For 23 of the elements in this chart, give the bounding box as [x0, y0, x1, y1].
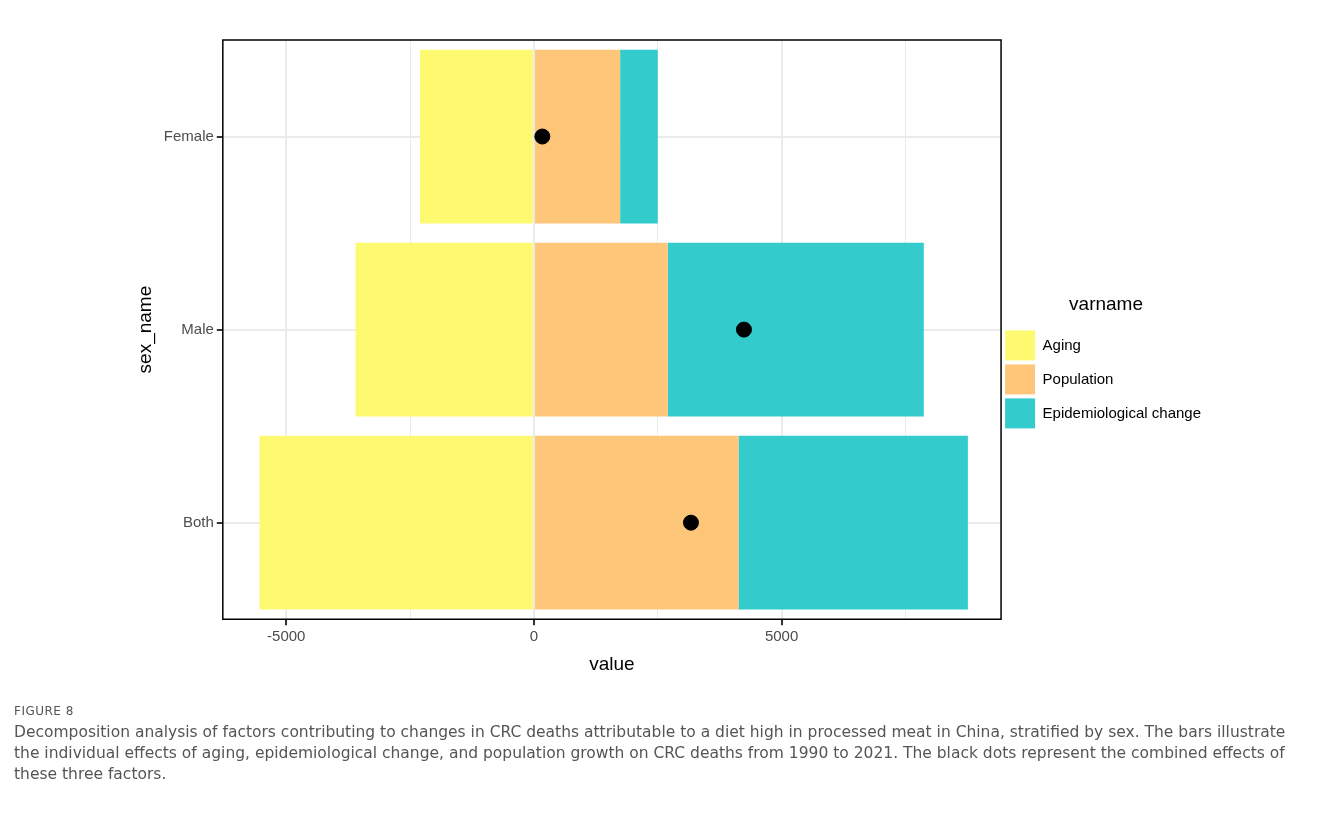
bar — [259, 435, 533, 610]
bar — [738, 435, 968, 610]
bar — [355, 242, 533, 417]
x-tick-label: -5000 — [267, 627, 306, 645]
y-tick-label: Male — [181, 319, 214, 337]
legend-label: Epidemiological change — [1042, 403, 1201, 421]
legend-label: Population — [1042, 369, 1114, 387]
bar — [534, 49, 621, 224]
text: Decomposition analysis of factors contributing to changes in CRC deaths attributable to a diet high in processed meat in China, stratified by sex. The bars illustrate the individual effects of aging, epidemiological change, and population growth on CRC deaths from 1990 to 2021. The black dots represent the combined effects of these three factors. — [14, 722, 1287, 785]
bar — [534, 435, 739, 610]
y-axis-title: sex_name — [133, 285, 156, 374]
x-tick-label: 5000 — [764, 627, 799, 645]
bar — [419, 49, 533, 224]
y-tick-label: Both — [182, 512, 214, 530]
caption: FIGURE 8 — [14, 704, 75, 718]
bar — [620, 49, 658, 224]
legend-label: Aging — [1042, 335, 1081, 353]
bar — [534, 242, 668, 417]
legend-title: varname — [1069, 293, 1143, 315]
y-tick-label: Female — [163, 126, 214, 144]
x-tick-label: 0 — [529, 627, 539, 645]
bar — [667, 242, 924, 417]
x-axis-title: value — [589, 652, 635, 674]
